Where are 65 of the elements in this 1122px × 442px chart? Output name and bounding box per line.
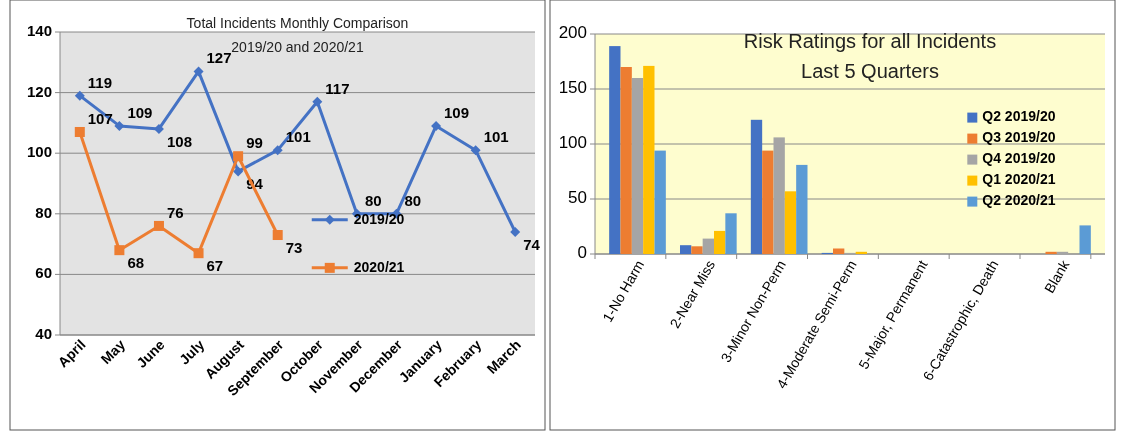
point [74,90,85,101]
point [193,248,204,259]
point [233,151,244,162]
bar [725,213,737,254]
legend-label: Q3 2019/20 [982,129,1056,146]
bar [631,78,644,254]
data-label: 80 [404,191,422,209]
bar [762,150,774,254]
bar [680,245,692,254]
y-tick-label: 140 [26,21,52,39]
point [272,145,283,156]
point [74,126,85,137]
y-tick-label: 120 [26,82,52,100]
legend-label: Q4 2019/20 [982,150,1056,167]
bar [796,164,808,254]
data-label: 99 [246,134,263,152]
bar [784,191,797,254]
y-tick-label: 80 [35,203,52,221]
bar [643,65,655,254]
point [193,66,204,77]
legend-label: Q1 2020/21 [982,171,1056,188]
legend-label: 2019/20 [353,210,405,227]
point [114,120,125,131]
point [431,120,442,131]
y-tick-label: 0 [577,243,587,263]
point [470,145,481,156]
y-tick-label: 200 [558,23,587,43]
y-tick-label: 50 [568,188,587,208]
point [272,230,283,241]
data-label: 109 [444,103,470,121]
data-label: 68 [127,254,145,272]
data-label: 119 [87,73,112,91]
bar [773,137,785,254]
bar [1079,225,1091,254]
data-label: 76 [166,203,184,221]
legend-label: 2020/21 [353,258,405,275]
text: Risk Ratings for all Incidents Last 5 Quarters [743,30,997,83]
bar [714,230,726,254]
bar [620,67,632,254]
data-label: 108 [166,132,192,150]
legend-label: Q2 2020/21 [982,192,1056,209]
y-tick-label: 100 [558,133,587,153]
data-label: 109 [127,103,153,121]
data-label: 80 [364,191,382,209]
bar [691,246,703,254]
point [114,245,125,256]
data-label: 74 [523,235,541,253]
y-tick-label: 150 [558,78,587,98]
data-label: 73 [285,238,303,256]
data-label: 107 [87,109,113,127]
bar [702,238,714,254]
bar [654,150,666,254]
y-tick-label: 40 [35,324,52,342]
legend-label: Q2 2019/20 [982,108,1056,125]
y-tick-label: 100 [26,143,52,161]
point [312,96,323,107]
y-tick-label: 60 [35,264,52,282]
point [153,220,164,231]
data-label: 101 [483,128,509,146]
point [233,166,244,177]
bar [750,119,763,254]
data-label: 117 [325,79,350,97]
bar [609,46,621,254]
point [510,226,521,237]
data-label: 67 [206,257,224,275]
